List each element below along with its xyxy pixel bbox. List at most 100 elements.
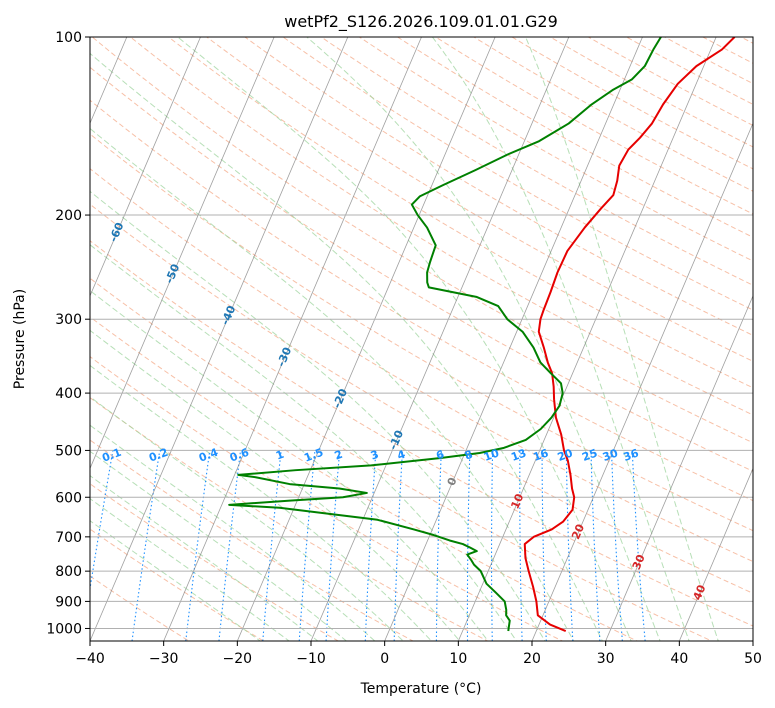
mixing-ratio-line — [325, 450, 341, 641]
plot-frame — [89, 36, 754, 642]
isotherm-line — [90, 37, 275, 470]
isotherm-line — [236, 37, 496, 641]
mixing-ratio-line — [435, 450, 442, 641]
dry-adiabat-line — [511, 37, 753, 170]
moist-adiabat-line — [90, 475, 319, 641]
x-tick-label: 40 — [670, 651, 688, 667]
x-tick-label: 50 — [744, 651, 762, 667]
isotherm-line — [457, 37, 717, 641]
isotherm-label: 0 — [445, 475, 460, 487]
dry-adiabats — [90, 37, 753, 641]
isotherm-label: -70 — [51, 179, 71, 203]
y-tick-label: 400 — [55, 386, 82, 402]
dry-adiabat-line — [701, 37, 753, 64]
y-tick-label: 800 — [55, 564, 82, 580]
mixing-ratio-label: 4 — [395, 448, 407, 463]
dry-adiabat-line — [90, 168, 753, 563]
dry-adiabat-line — [90, 277, 713, 641]
x-tick-label: −10 — [296, 651, 326, 667]
isotherm-label: -60 — [107, 220, 127, 244]
y-axis-label: Pressure (hPa) — [12, 289, 28, 389]
dry-adiabat-line — [91, 37, 753, 444]
isotherm-line — [384, 37, 643, 641]
dry-adiabat-line — [90, 240, 753, 627]
mixing-ratio-label: 2 — [333, 448, 345, 463]
dry-adiabat-line — [625, 37, 753, 105]
isotherm-line — [90, 37, 201, 297]
mixing-ratio-line — [565, 450, 574, 641]
moist-adiabat-line — [90, 329, 461, 641]
dry-adiabat-line — [90, 575, 190, 641]
dry-adiabat-line — [90, 203, 753, 594]
moist-adiabat-line — [90, 364, 433, 641]
dry-adiabat-line — [434, 37, 753, 215]
x-tick-label: 0 — [380, 651, 389, 667]
mixing-ratio-label: 0.2 — [147, 446, 170, 465]
mixing-ratio-line — [393, 450, 404, 641]
data-series — [228, 37, 736, 632]
mixing-ratio-label: 36 — [622, 446, 641, 464]
isotherm-line — [678, 467, 753, 641]
pressure-gridlines — [90, 37, 753, 629]
isotherm-label: 30 — [630, 552, 648, 571]
dry-adiabat-line — [90, 99, 753, 502]
isotherm-label: 10 — [508, 491, 526, 510]
mixing-ratio-line — [364, 450, 377, 641]
mixing-ratio-label: 1.5 — [302, 446, 325, 465]
dry-adiabat-line — [587, 37, 753, 127]
isotherms — [90, 37, 753, 641]
x-tick-label: −30 — [149, 651, 179, 667]
x-axis-label: Temperature (°C) — [360, 681, 482, 697]
moist-adiabat-line — [525, 37, 719, 641]
dry-adiabat-line — [396, 37, 753, 238]
y-tick-label: 1000 — [46, 621, 82, 637]
isotherm-line — [531, 122, 753, 641]
mixing-ratio-line — [185, 450, 211, 641]
y-tick-label: 900 — [55, 594, 82, 610]
y-tick-label: 300 — [55, 312, 82, 328]
mixing-ratio-label: 13 — [509, 446, 528, 463]
mixing-ratio-label: 6 — [434, 448, 446, 463]
isotherm-line — [163, 37, 422, 641]
moist-adiabat-line — [177, 37, 632, 641]
isotherm-line — [752, 639, 753, 641]
mixing-ratio-line — [519, 450, 523, 641]
dry-adiabat-line — [472, 37, 753, 192]
moist-adiabat-line — [90, 450, 348, 641]
dry-adiabat-line — [90, 316, 639, 641]
y-tick-label: 200 — [55, 208, 82, 224]
x-axis: −40 −30 −20 −10 0 10 20 30 40 50 — [75, 641, 762, 667]
isotherm-label: 40 — [691, 583, 709, 602]
dry-adiabat-line — [90, 397, 489, 641]
mixing-ratio-lines — [90, 450, 646, 641]
dry-adiabat-line — [129, 37, 753, 416]
temperature-profile-line — [523, 37, 736, 632]
mixing-ratio-label: 3 — [369, 448, 381, 463]
plot-area: -100-90-80-70-60-50-40-30-20-10010203040… — [51, 37, 753, 641]
mixing-ratio-label: 16 — [531, 446, 550, 464]
dry-adiabat-line — [739, 37, 753, 44]
mixing-ratio-label: 20 — [556, 446, 575, 464]
isotherm-label: 20 — [569, 522, 587, 541]
mixing-ratio-label: 10 — [482, 446, 501, 464]
isotherm-label: -30 — [275, 345, 295, 369]
moist-adiabat-line — [90, 520, 262, 641]
dry-adiabat-line — [358, 37, 753, 262]
moist-adiabat-line — [90, 190, 546, 641]
dry-adiabat-line — [90, 133, 753, 532]
dewpoint-profile-line — [228, 37, 662, 632]
dry-adiabat-line — [167, 37, 753, 389]
dry-adiabat-line — [205, 37, 753, 362]
mixing-ratio-label: 1 — [274, 448, 286, 463]
dry-adiabat-line — [90, 356, 564, 641]
x-tick-label: −20 — [223, 651, 253, 667]
moist-adiabat-line — [90, 424, 376, 641]
y-tick-label: 500 — [55, 443, 82, 459]
mixing-ratio-line — [131, 450, 161, 641]
moist-adiabat-line — [90, 244, 518, 641]
x-tick-label: 10 — [449, 651, 467, 667]
mixing-ratio-label: 0.1 — [100, 446, 123, 465]
line-labels: -100-90-80-70-60-50-40-30-20-10010203040… — [51, 179, 709, 602]
mixing-ratio-line — [298, 450, 316, 641]
